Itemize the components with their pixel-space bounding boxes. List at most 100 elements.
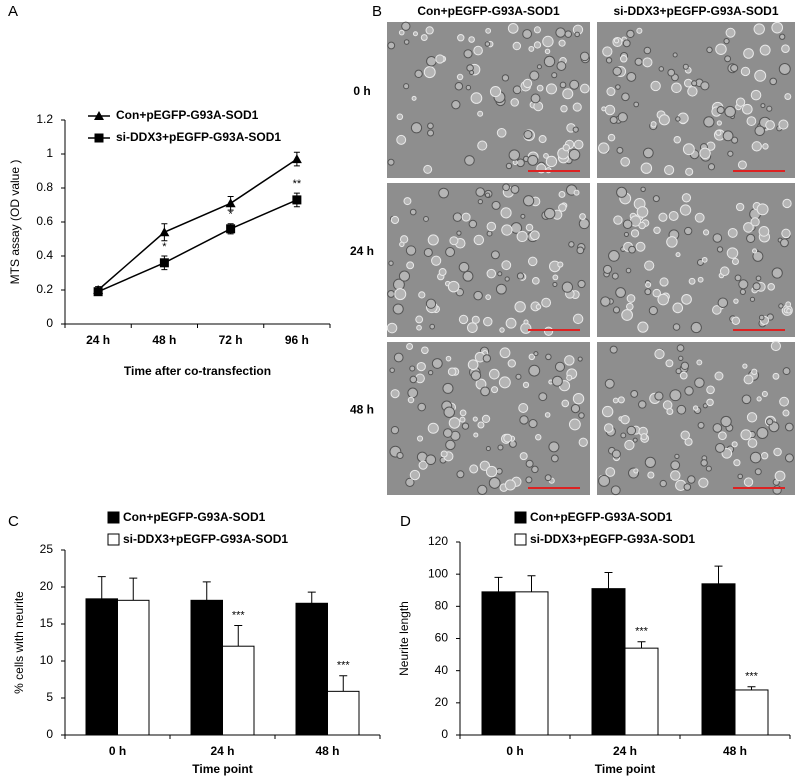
marker xyxy=(159,227,170,237)
cell xyxy=(626,425,637,436)
cell xyxy=(538,135,547,144)
cell xyxy=(714,371,724,381)
cell xyxy=(500,207,512,219)
cell xyxy=(679,204,692,216)
significance: ** xyxy=(293,178,302,190)
cell xyxy=(531,276,540,285)
cell xyxy=(742,363,748,369)
cell xyxy=(754,69,767,82)
cell xyxy=(409,365,416,372)
cell xyxy=(477,484,488,495)
cell xyxy=(516,272,525,280)
cell xyxy=(572,126,579,133)
cell xyxy=(396,134,407,145)
cell xyxy=(679,371,688,380)
cell xyxy=(626,71,637,82)
cell xyxy=(528,353,536,361)
cell xyxy=(544,474,552,482)
cell xyxy=(674,453,680,459)
cell xyxy=(746,412,758,423)
cell xyxy=(427,129,435,137)
cell xyxy=(715,43,727,55)
row-label: 0 h xyxy=(353,84,370,98)
marker xyxy=(291,154,302,164)
panel-label: B xyxy=(372,3,382,20)
cell xyxy=(522,29,533,39)
significance: *** xyxy=(337,660,351,672)
y-tick-label: 20 xyxy=(435,695,449,709)
cell xyxy=(756,427,769,440)
cell xyxy=(619,55,628,63)
cell xyxy=(735,97,746,107)
x-tick-label: 24 h xyxy=(613,744,637,758)
cell xyxy=(626,294,636,303)
cell xyxy=(758,225,770,237)
cell xyxy=(416,324,422,331)
cell xyxy=(640,162,653,174)
cell xyxy=(469,70,475,76)
cell xyxy=(666,408,674,415)
bar xyxy=(481,591,516,736)
cell xyxy=(442,428,453,438)
cell xyxy=(550,454,559,463)
cell xyxy=(473,234,485,246)
cell xyxy=(562,143,570,152)
cell xyxy=(568,418,581,431)
cell xyxy=(578,412,585,419)
cell xyxy=(706,46,713,54)
cell xyxy=(477,110,484,117)
cell xyxy=(751,368,758,376)
cell xyxy=(545,155,558,168)
bar xyxy=(85,598,118,736)
marker xyxy=(225,198,236,208)
cell xyxy=(622,39,631,48)
cell xyxy=(712,305,722,315)
significance: * xyxy=(228,209,233,221)
cell xyxy=(456,470,465,479)
cell xyxy=(572,392,585,405)
cell xyxy=(470,92,483,104)
cell xyxy=(784,453,794,463)
cell xyxy=(409,375,418,384)
cell xyxy=(684,386,694,396)
bar xyxy=(117,599,150,736)
cell xyxy=(394,288,407,301)
x-tick-label: 48 h xyxy=(152,333,176,347)
cell xyxy=(610,485,621,496)
cell xyxy=(782,367,791,376)
cell xyxy=(751,141,762,152)
cell xyxy=(743,222,754,233)
cell xyxy=(578,218,590,230)
cell xyxy=(754,125,765,137)
cell xyxy=(731,316,741,325)
cell xyxy=(681,193,692,203)
bar xyxy=(514,591,549,736)
cell xyxy=(670,470,681,481)
cell xyxy=(515,373,522,380)
cell xyxy=(456,230,462,236)
cell xyxy=(612,66,622,76)
bar xyxy=(295,602,328,736)
cell xyxy=(604,378,615,389)
cell xyxy=(716,246,724,253)
cell xyxy=(556,61,567,71)
cell xyxy=(672,302,684,314)
micrograph xyxy=(387,22,590,178)
cell xyxy=(470,370,482,381)
cell xyxy=(645,281,652,288)
cell xyxy=(473,45,483,56)
cell xyxy=(675,252,681,258)
cell xyxy=(758,314,765,321)
error-bar xyxy=(97,576,106,599)
cell xyxy=(699,147,711,160)
cell xyxy=(739,288,746,295)
cell xyxy=(406,343,414,350)
cell xyxy=(680,430,690,440)
cell xyxy=(683,78,693,88)
cell xyxy=(427,122,434,130)
cell xyxy=(535,434,542,441)
cell xyxy=(527,154,539,166)
cell xyxy=(477,198,484,205)
cell xyxy=(638,400,647,409)
cell xyxy=(707,163,716,171)
